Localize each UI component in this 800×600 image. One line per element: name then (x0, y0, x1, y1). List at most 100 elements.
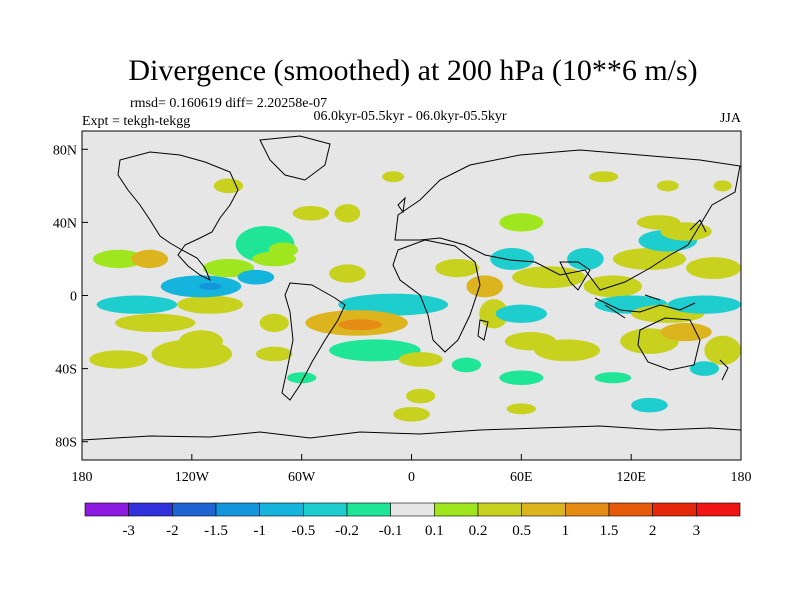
field-region-12 (202, 258, 255, 278)
colorbar-swatch-10 (521, 502, 566, 517)
colorbar-label-9: 0.5 (512, 523, 531, 539)
field-region-38 (567, 247, 604, 270)
colorbar-label-2: -1.5 (204, 523, 228, 539)
field-region-52 (213, 178, 244, 194)
colorbar-label-6: -0.1 (379, 523, 403, 539)
map-panel: 180 120W 60W 0 60E 120E 180 80N 40N 0 40S 80S (53, 130, 752, 485)
field-region-15 (252, 251, 297, 267)
colorbar-label-1: -2 (166, 523, 179, 539)
coast-north-america (117, 151, 239, 282)
colorbar-label-13: 3 (693, 523, 701, 539)
field-region-32 (495, 304, 547, 323)
field-region-20 (338, 319, 383, 331)
x-tick-label-1: 120W (175, 470, 210, 485)
field-region-43 (636, 215, 681, 230)
colorbar-label-12: 2 (649, 523, 657, 539)
coast-australia (637, 317, 701, 371)
colorbar-swatch-11 (565, 502, 610, 517)
field-region-5 (199, 282, 222, 291)
colorbar-swatch-12 (608, 502, 653, 517)
coast-greenland (259, 135, 331, 181)
field-region-40 (612, 247, 687, 270)
colorbar-label-3: -1 (253, 523, 266, 539)
colorbar-swatch-7 (390, 502, 435, 517)
field-region-55 (713, 180, 732, 192)
field-region-24 (334, 204, 361, 223)
field-region-18 (338, 293, 449, 316)
y-tick-label-1: 40N (53, 216, 77, 231)
field-region-35 (499, 370, 544, 386)
colorbar-swatch-13 (652, 502, 697, 517)
y-tick-label-0: 80N (53, 143, 77, 158)
colorbar-swatch-6 (346, 502, 391, 517)
field-region-46 (667, 295, 741, 314)
field-region-50 (686, 257, 741, 280)
colorbar-label-5: -0.2 (335, 523, 359, 539)
colorbar-swatch-4 (259, 502, 304, 517)
colorbar-swatch-8 (434, 502, 479, 517)
coast-newzealand (719, 359, 729, 381)
field-region-58 (506, 403, 536, 415)
divergence-field (89, 171, 741, 422)
field-region-17 (255, 346, 293, 362)
x-tick-label-2: 60W (288, 470, 316, 485)
field-region-8 (89, 350, 148, 369)
field-region-49 (704, 335, 741, 365)
coast-madagascar (477, 319, 489, 341)
field-region-21 (329, 339, 421, 362)
field-region-1 (131, 249, 169, 269)
field-region-22 (287, 372, 317, 384)
field-region-28 (499, 213, 544, 232)
stats-text: rmsd= 0.160619 diff= 2.20258e-07 (130, 96, 327, 111)
field-region-27 (451, 357, 482, 373)
field-region-14 (179, 330, 223, 353)
field-region-37 (512, 266, 586, 289)
field-region-57 (393, 406, 430, 422)
field-region-26 (406, 388, 436, 404)
field-region-51 (689, 361, 720, 376)
field-region-48 (660, 322, 712, 342)
chart-title: Divergence (smoothed) at 200 hPa (10**6 … (128, 54, 697, 87)
coastlines (82, 135, 741, 441)
x-tick-label-5: 120E (616, 470, 646, 485)
coast-africa (392, 239, 481, 353)
colorbar-label-8: 0.2 (469, 523, 488, 539)
field-region-56 (382, 171, 405, 183)
field-region-30 (466, 275, 504, 298)
field-region-11 (292, 205, 330, 221)
coast-india (559, 261, 591, 291)
colorbar-label-10: 1 (562, 523, 570, 539)
y-tick-label-4: 80S (55, 436, 77, 451)
colorbar-swatch-2 (172, 502, 217, 517)
field-region-36 (490, 247, 535, 270)
field-region-6 (114, 313, 196, 333)
field-region-2 (96, 295, 178, 314)
x-tick-label-4: 60E (510, 470, 533, 485)
field-region-23 (329, 264, 366, 283)
colorbar-label-7: 0.1 (425, 523, 444, 539)
field-region-31 (479, 299, 509, 329)
field-region-0 (92, 249, 145, 269)
field-region-25 (398, 352, 443, 367)
field-region-59 (631, 397, 668, 413)
colorbar-label-4: -0.5 (291, 523, 315, 539)
coast-indonesia (594, 294, 696, 319)
field-region-29 (435, 258, 480, 278)
field-region-60 (594, 372, 632, 384)
season-label: JJA (720, 111, 742, 126)
y-tick-label-2: 0 (70, 290, 77, 305)
x-tick-label-3: 0 (408, 470, 415, 485)
colorbar-swatch-0 (84, 502, 129, 517)
map-axes: 180 120W 60W 0 60E 120E 180 80N 40N 0 40S 80S (53, 143, 752, 485)
coast-uk (397, 196, 406, 214)
x-tick-label-6: 180 (731, 470, 752, 485)
field-region-3 (177, 295, 244, 314)
field-region-16 (259, 313, 289, 333)
y-tick-label-3: 40S (55, 363, 77, 378)
expt-label: Expt = tekgh-tekgg (82, 114, 190, 129)
field-region-13 (237, 269, 275, 285)
colorbar-swatch-14 (696, 502, 741, 517)
colorbar-label-0: -3 (122, 523, 135, 539)
colorbar-swatch-5 (303, 502, 348, 517)
